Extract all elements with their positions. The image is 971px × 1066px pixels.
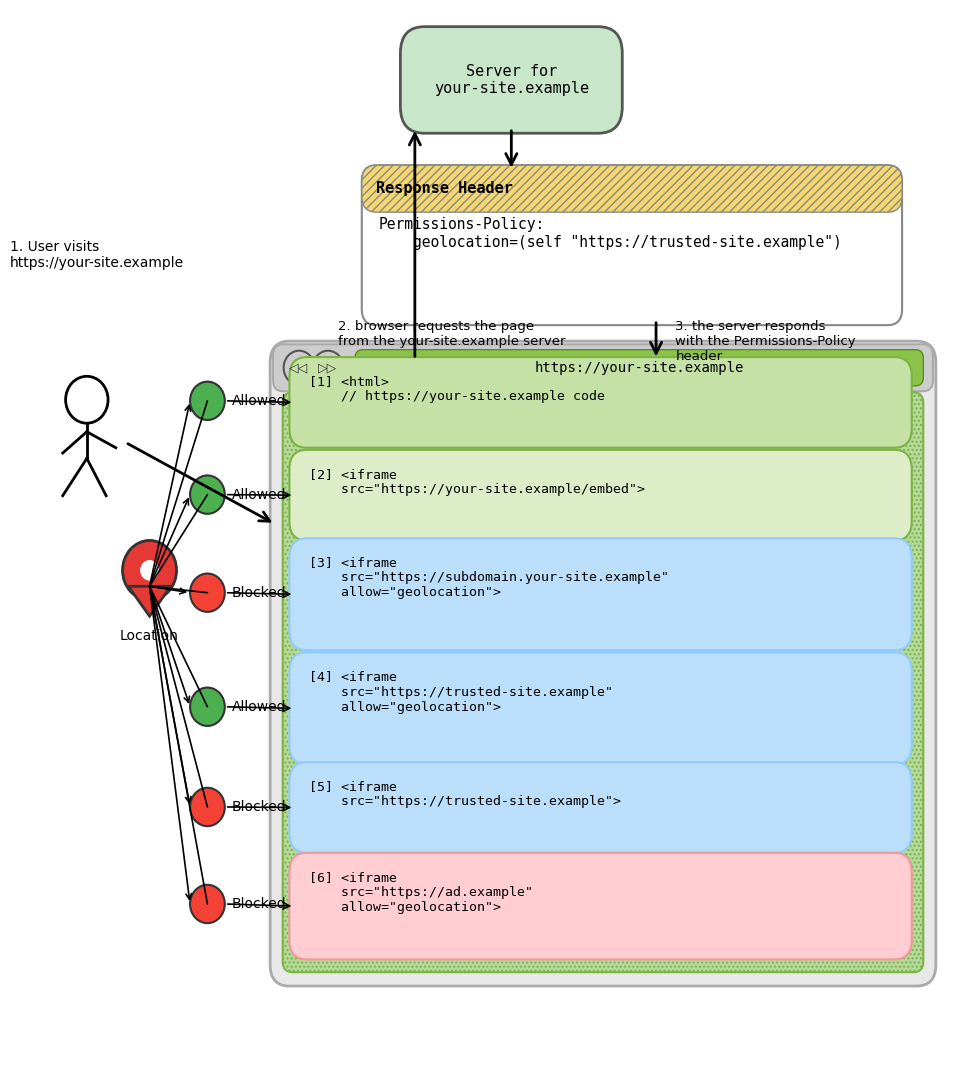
Circle shape (190, 885, 225, 923)
FancyBboxPatch shape (270, 341, 936, 986)
FancyBboxPatch shape (289, 652, 912, 764)
Text: Allowed: Allowed (231, 487, 286, 502)
Text: https://your-site.example: https://your-site.example (534, 360, 744, 375)
FancyBboxPatch shape (273, 344, 933, 391)
Text: Allowed: Allowed (231, 699, 286, 714)
Text: [2] <iframe
    src="https://your-site.example/embed">: [2] <iframe src="https://your-site.examp… (309, 468, 645, 496)
FancyBboxPatch shape (400, 27, 622, 133)
Text: 3. the server responds
with the Permissions-Policy
header: 3. the server responds with the Permissi… (676, 320, 856, 362)
FancyBboxPatch shape (289, 538, 912, 650)
Text: Blocked: Blocked (231, 585, 286, 600)
Circle shape (190, 688, 225, 726)
FancyBboxPatch shape (289, 853, 912, 959)
Text: Location: Location (120, 629, 179, 643)
Text: ◁◁: ◁◁ (289, 361, 309, 374)
FancyBboxPatch shape (355, 350, 923, 386)
Text: [3] <iframe
    src="https://subdomain.your-site.example"
    allow="geolocation: [3] <iframe src="https://subdomain.your-… (309, 556, 669, 599)
Polygon shape (128, 586, 171, 616)
FancyBboxPatch shape (362, 165, 902, 212)
Text: [4] <iframe
    src="https://trusted-site.example"
    allow="geolocation">: [4] <iframe src="https://trusted-site.ex… (309, 671, 613, 713)
FancyBboxPatch shape (289, 762, 912, 853)
Circle shape (190, 788, 225, 826)
Text: ▷▷: ▷▷ (318, 361, 338, 374)
Text: Response Header: Response Header (377, 181, 513, 196)
Circle shape (122, 540, 177, 600)
Text: Allowed: Allowed (231, 393, 286, 408)
Text: [1] <html>
    // https://your-site.example code: [1] <html> // https://your-site.example … (309, 375, 605, 403)
FancyBboxPatch shape (362, 165, 902, 325)
Circle shape (190, 382, 225, 420)
FancyBboxPatch shape (289, 450, 912, 540)
Text: Permissions-Policy:
    geolocation=(self "https://trusted-site.example"): Permissions-Policy: geolocation=(self "h… (378, 217, 842, 249)
Text: Blocked: Blocked (231, 800, 286, 814)
Text: 1. User visits
https://your-site.example: 1. User visits https://your-site.example (10, 240, 184, 270)
Text: Server for
your-site.example: Server for your-site.example (434, 64, 588, 96)
Circle shape (190, 574, 225, 612)
FancyBboxPatch shape (289, 357, 912, 448)
Circle shape (141, 561, 158, 580)
Text: [6] <iframe
    src="https://ad.example"
    allow="geolocation">: [6] <iframe src="https://ad.example" all… (309, 871, 533, 914)
Text: [5] <iframe
    src="https://trusted-site.example">: [5] <iframe src="https://trusted-site.ex… (309, 780, 620, 808)
Circle shape (190, 475, 225, 514)
Text: Blocked: Blocked (231, 897, 286, 911)
Text: 2. browser requests the page
from the your-site.example server: 2. browser requests the page from the yo… (338, 320, 565, 348)
FancyBboxPatch shape (283, 392, 923, 972)
